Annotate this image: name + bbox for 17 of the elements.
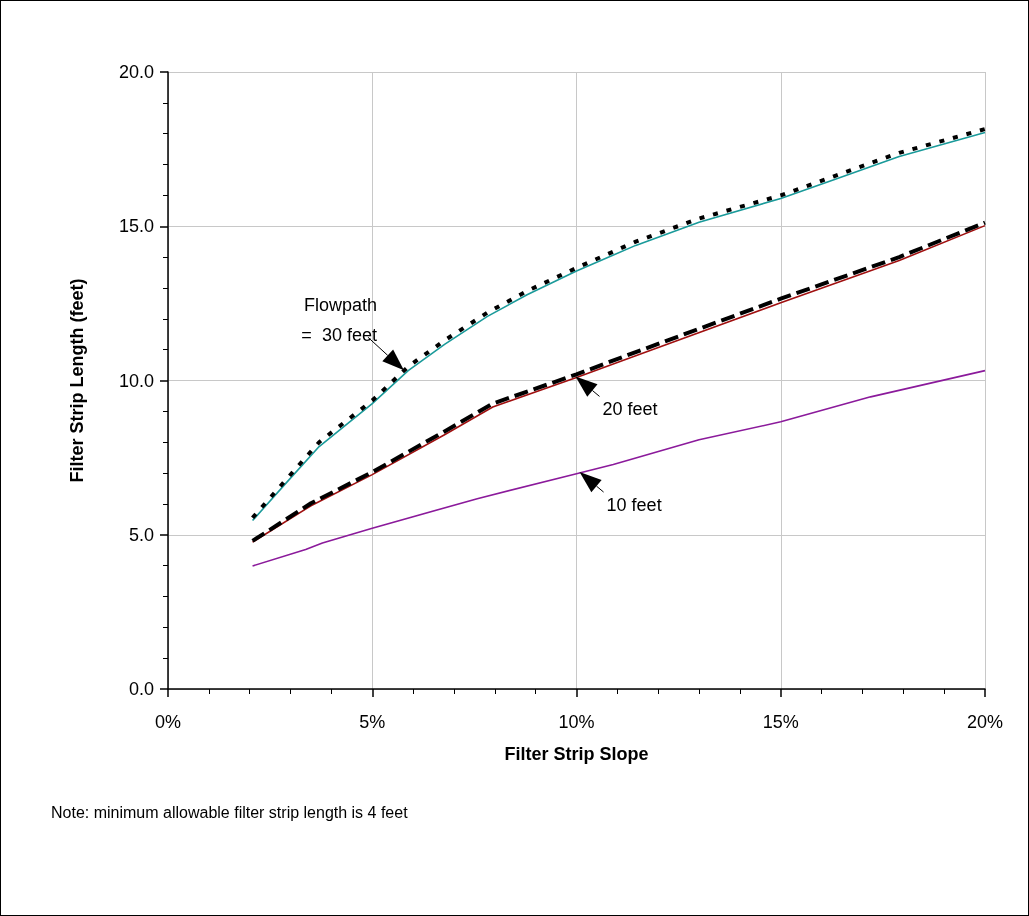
text: Note: minimum allowable filter strip length is 4 feet [51,803,409,821]
line-series [251,369,986,567]
y-tick-label: 5.0 [128,524,154,545]
annotation: Flowpath = 30 feet [301,295,377,346]
x-tick-label: 10% [558,712,595,732]
x-tick-label: 0% [154,712,182,732]
y-tick-label: 15.0 [118,216,154,237]
y-tick-label: 10.0 [118,370,154,391]
x-axis-title: Filter Strip Slope [504,744,649,764]
x-tick-label: 15% [762,712,799,732]
x-tick-label: 20% [966,712,1004,732]
y-axis-title: Filter Strip Length (feet) [67,278,87,483]
y-tick-label: 0.0 [128,679,154,699]
x-tick-label: 5% [359,712,386,732]
y-tick-label: 20.0 [118,62,154,82]
annotation: 10 feet [606,495,662,516]
annotation: 20 feet [602,399,658,420]
